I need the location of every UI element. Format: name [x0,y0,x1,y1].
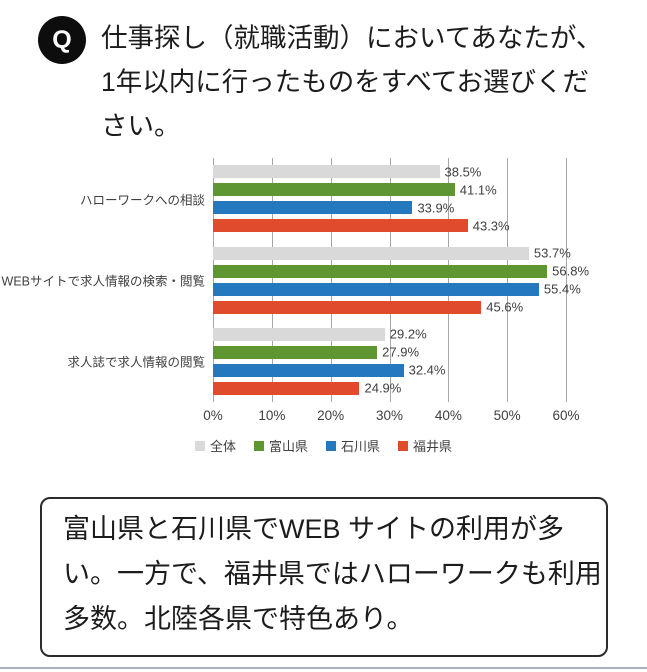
question-line: 仕事探し（就職活動）においてあなたが、 [101,23,603,53]
gridline [330,158,332,402]
bar [213,282,539,296]
x-axis-tick: 10% [258,408,286,423]
category-label: WEBサイトで求人情報の検索・閲覧 [1,274,205,289]
gridline [566,158,567,402]
legend-label: 福井県 [413,439,453,454]
survey-bar-chart: 38.5% 41.1% 33.9% 43.3% 53.7% 56.8% 55.4% 45.6%… [0,150,647,462]
bar [213,300,482,314]
bar-value-label: 29.2% [389,326,427,342]
legend-item: 福井県 [398,436,452,455]
bar-value-label: 32.4% [408,362,446,378]
bar [213,264,548,278]
footer-divider [0,667,647,669]
legend-swatch [253,440,264,451]
bar [213,219,468,233]
legend-swatch [326,440,336,451]
x-axis-tick: 40% [434,408,462,423]
gridline [448,158,450,402]
question-icon: Q [38,16,86,64]
gridline [271,158,273,402]
category-label: 求人誌で求人情報の閲覧 [67,355,205,370]
bar-value-label: 41.1% [459,182,497,198]
question-text: 仕事探し（就職活動）においてあなたが、 1年以内に行ったものをすべてお選びくだ … [101,16,602,148]
chart-legend: 全体 富山県 石川県 福井県 [0,436,647,455]
x-axis-tick: 60% [552,408,580,423]
bar-value-label: 56.8% [552,263,590,279]
x-axis-tick: 0% [203,408,223,423]
question-line: さい。 [101,111,181,141]
bar [213,183,455,197]
gridline [389,158,391,402]
bar-value-label: 27.9% [382,344,420,360]
legend-item: 石川県 [326,436,380,455]
note-line: 富山県と石川県でWEB サイトの利用が多 [63,514,565,544]
bar [213,327,385,341]
x-axis-tick: 30% [375,408,404,423]
chart-plot: 38.5% 41.1% 33.9% 43.3% 53.7% 56.8% 55.4% 45.6%… [213,158,589,402]
legend-label: 石川県 [341,439,381,454]
bar [213,363,404,377]
legend-item: 富山県 [253,436,308,455]
bar [213,246,529,260]
bar-value-label: 24.9% [364,380,402,396]
question-header: Q 仕事探し（就職活動）においてあなたが、 1年以内に行ったものをすべてお選びく… [38,16,602,148]
legend-label: 全体 [209,439,236,454]
legend-label: 富山県 [268,439,308,454]
bar [213,201,413,215]
bar-value-label: 43.3% [472,218,510,234]
bar-value-label: 45.6% [486,299,524,315]
question-line: 1年以内に行ったものをすべてお選びくだ [101,67,590,97]
x-axis: 0% 10% 20% 30% 40% 50% 60% [0,408,647,426]
category-label: ハローワークへの相談 [79,193,205,208]
legend-item: 全体 [194,436,236,455]
bar [213,165,440,179]
bar [213,345,378,359]
legend-swatch [194,440,205,451]
bar-value-label: 55.4% [543,281,581,297]
bar-value-label: 33.9% [417,200,455,216]
summary-note: 富山県と石川県でWEB サイトの利用が多 い。一方で、福井県ではハローワークも利… [40,497,608,657]
x-axis-tick: 50% [493,408,521,423]
gridline [213,158,214,402]
legend-swatch [398,440,409,451]
x-axis-tick: 20% [317,408,345,423]
bar-value-label: 53.7% [533,245,571,261]
bar [213,381,360,395]
note-line: 多数。北陸各県で特色あり。 [63,604,414,634]
bar-value-label: 38.5% [444,164,482,180]
note-line: い。一方で、福井県ではハローワークも利用 [63,559,602,589]
gridline [507,158,509,402]
